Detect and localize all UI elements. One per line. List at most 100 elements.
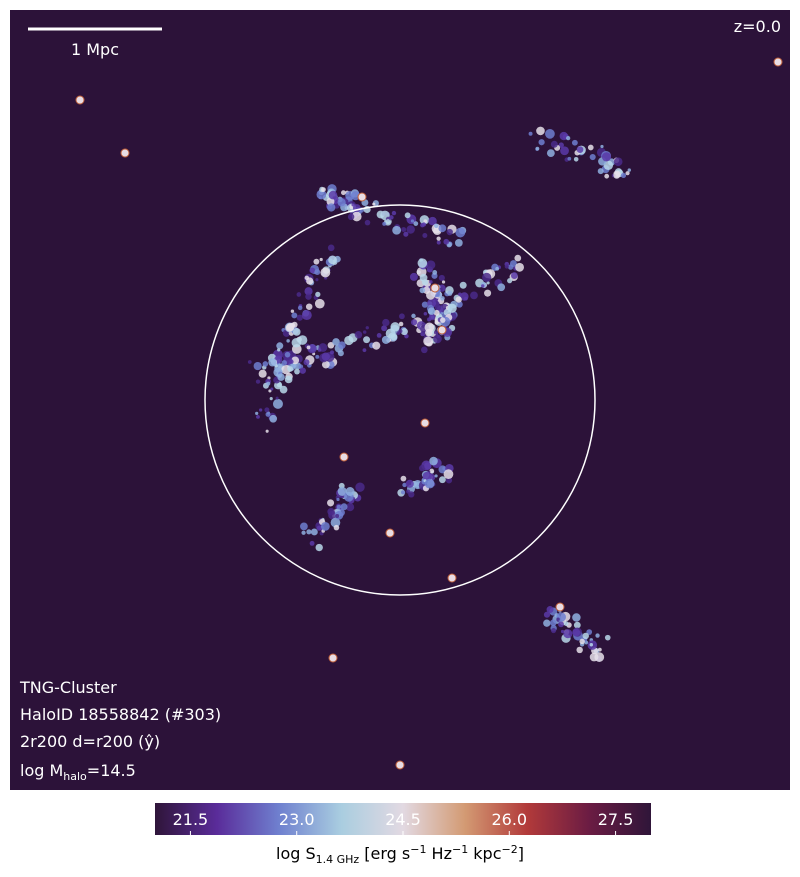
emission-blob — [327, 508, 335, 516]
emission-blob — [535, 146, 540, 151]
emission-blob — [306, 345, 311, 350]
emission-blob — [314, 298, 325, 309]
emission-blob — [255, 379, 261, 384]
emission-blob — [438, 224, 447, 233]
emission-blob — [419, 273, 428, 282]
emission-blob — [256, 414, 260, 419]
info-line: 2r200 d=r200 (ŷ) — [20, 732, 160, 751]
info-line: TNG-Cluster — [19, 678, 117, 697]
emission-blob — [294, 368, 300, 375]
emission-blob — [292, 328, 301, 336]
emission-blob — [594, 652, 605, 662]
emission-blob — [402, 482, 407, 488]
emission-blob — [424, 462, 432, 470]
redshift-label: z=0.0 — [734, 17, 781, 36]
emission-blob — [301, 310, 312, 321]
emission-blob — [264, 407, 270, 413]
emission-blob — [620, 172, 627, 179]
emission-blob — [443, 469, 454, 480]
colorbar-tick-label: 23.0 — [279, 810, 315, 829]
map-background — [10, 10, 790, 790]
emission-blob — [286, 323, 295, 332]
emission-blob — [486, 281, 490, 285]
emission-blob — [549, 619, 557, 627]
bright-source — [357, 192, 367, 202]
emission-blob — [313, 258, 320, 265]
emission-blob — [297, 335, 308, 345]
emission-blob — [436, 236, 441, 241]
emission-blob — [381, 325, 388, 332]
emission-blob — [428, 216, 437, 226]
emission-blob — [333, 524, 340, 531]
emission-blob — [604, 173, 610, 179]
emission-blob — [321, 360, 330, 369]
emission-blob — [364, 219, 371, 226]
emission-blob — [604, 634, 611, 641]
emission-blob — [429, 468, 435, 474]
emission-blob — [309, 540, 315, 546]
emission-blob — [258, 369, 267, 378]
emission-blob — [337, 486, 347, 496]
emission-blob — [582, 632, 589, 640]
emission-blob — [567, 156, 572, 161]
emission-blob — [423, 336, 433, 347]
emission-blob — [409, 272, 418, 281]
emission-blob — [330, 517, 341, 528]
emission-blob — [362, 330, 367, 334]
emission-blob — [560, 629, 565, 634]
emission-blob — [589, 643, 594, 647]
bright-source — [773, 57, 783, 67]
emission-blob — [422, 233, 428, 238]
emission-blob — [563, 629, 573, 639]
emission-blob — [429, 313, 436, 321]
emission-blob — [464, 296, 468, 301]
emission-blob — [411, 313, 416, 319]
mass-sub: halo — [63, 770, 87, 783]
emission-blob — [433, 334, 442, 344]
emission-blob — [558, 621, 564, 628]
emission-blob — [439, 476, 446, 484]
emission-blob — [321, 352, 330, 361]
emission-blob — [286, 339, 290, 343]
emission-blob — [440, 296, 445, 301]
emission-blob — [413, 221, 419, 226]
emission-blob — [337, 198, 346, 207]
emission-blob — [446, 228, 453, 236]
emission-blob — [427, 307, 436, 315]
emission-blob — [410, 319, 418, 326]
colorbar-label: log S1.4 GHz [erg s−1 Hz−1 kpc−2] — [276, 843, 524, 866]
emission-blob — [458, 292, 462, 297]
emission-blob — [336, 504, 342, 510]
emission-blob — [435, 292, 440, 297]
emission-blob — [595, 633, 600, 638]
bright-source — [420, 418, 430, 428]
emission-blob — [625, 171, 630, 176]
emission-blob — [296, 292, 302, 297]
emission-blob — [434, 330, 439, 335]
emission-blob — [269, 397, 273, 401]
emission-blob — [265, 429, 269, 433]
emission-blob — [319, 257, 323, 262]
emission-blob — [305, 293, 312, 300]
emission-blob — [497, 283, 506, 292]
emission-blob — [538, 139, 545, 146]
emission-blob — [277, 348, 281, 352]
emission-blob — [281, 360, 287, 366]
bright-source — [430, 283, 440, 293]
emission-blob — [507, 264, 514, 270]
emission-blob — [576, 146, 584, 153]
emission-blob — [338, 341, 346, 349]
emission-blob — [300, 522, 308, 531]
emission-blob — [320, 267, 331, 278]
emission-blob — [438, 274, 445, 282]
emission-blob — [344, 335, 354, 346]
emission-blob — [419, 287, 426, 294]
emission-blob — [327, 244, 335, 252]
emission-blob — [419, 464, 426, 472]
emission-blob — [571, 139, 578, 146]
emission-blob — [440, 317, 446, 323]
emission-blob — [597, 168, 604, 175]
emission-blob — [406, 225, 415, 234]
emission-blob — [456, 301, 463, 308]
emission-blob — [613, 171, 621, 179]
